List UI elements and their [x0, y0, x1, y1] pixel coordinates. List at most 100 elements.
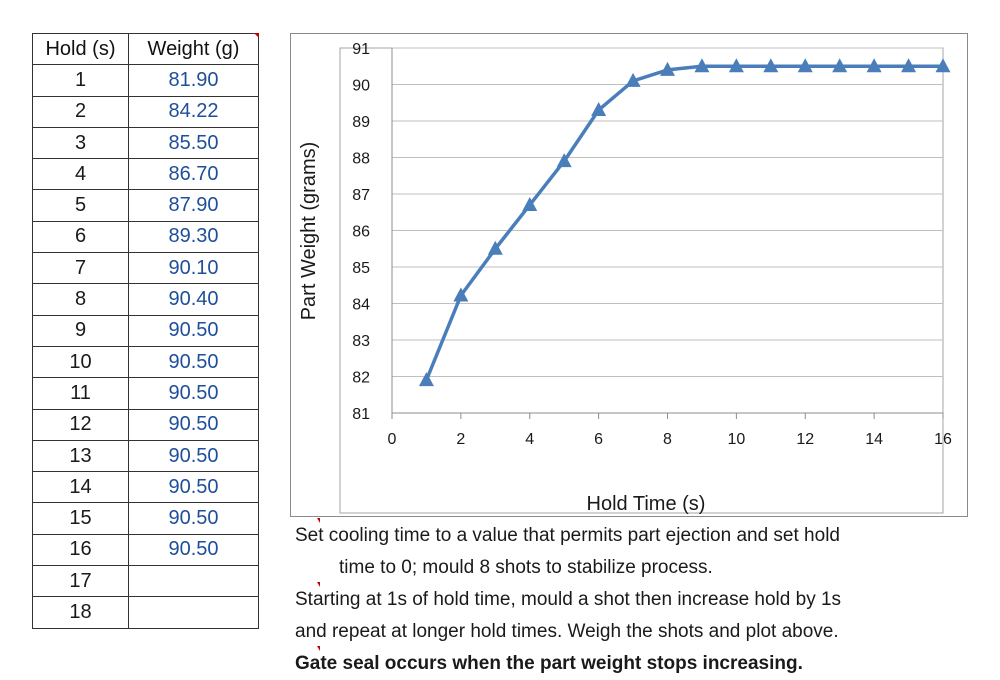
hold-cell: 11	[32, 377, 129, 410]
x-tick-label: 8	[663, 431, 672, 448]
x-tick-label: 4	[525, 431, 534, 448]
y-tick-label: 81	[352, 406, 370, 423]
hold-cell: 15	[32, 502, 129, 535]
weight-cell: 90.50	[128, 314, 259, 347]
weight-cell: 90.50	[128, 439, 259, 473]
x-tick-label: 16	[934, 431, 952, 448]
hold-cell: 18	[32, 596, 129, 629]
data-point-triangle	[832, 58, 848, 73]
x-tick-label: 6	[594, 431, 603, 448]
hold-column-header: Hold (s)	[32, 32, 129, 66]
data-point-triangle	[453, 287, 469, 302]
comment-marker-icon	[317, 518, 320, 523]
weight-cell: 90.50	[128, 533, 259, 567]
weight-vs-hold-chart: 81 82 83 84 85 86 87 88 89 90 91 0 2 4 6 8 10 12 14 16 Hold…	[298, 41, 952, 515]
y-tick-label: 90	[352, 78, 370, 95]
x-tick-label: 10	[727, 431, 745, 448]
note-text-1: Set cooling time to a value that permits…	[295, 525, 840, 546]
weight-cell	[128, 596, 259, 629]
plot-area	[339, 47, 944, 514]
y-tick-label: 83	[352, 333, 370, 350]
weight-cell: 81.90	[128, 64, 259, 97]
table-row: 12 90.50	[32, 408, 259, 441]
hold-cell: 6	[32, 220, 129, 254]
hold-cell: 14	[32, 471, 129, 504]
table-row: 7 90.10	[32, 252, 259, 285]
hold-cell: 7	[32, 252, 129, 285]
x-tick-label: 0	[388, 431, 397, 448]
y-tick-label: 88	[352, 151, 370, 168]
weight-column-header: Weight (g)	[128, 32, 259, 66]
weight-cell: 87.90	[128, 189, 259, 222]
note-line-3: Starting at 1s of hold time, mould a sho…	[295, 582, 995, 616]
table-row: 1 81.90	[32, 64, 259, 97]
hold-cell: 5	[32, 189, 129, 222]
table-row: 13 90.50	[32, 439, 259, 473]
table-row: 15 90.50	[32, 502, 259, 535]
data-point-triangle	[591, 102, 607, 117]
comment-marker-icon	[317, 582, 320, 587]
weight-cell: 89.30	[128, 220, 259, 254]
series-line	[424, 64, 943, 381]
note-line-1: Set cooling time to a value that permits…	[295, 518, 995, 552]
data-point-triangle	[418, 372, 434, 387]
weight-cell: 84.22	[128, 95, 259, 128]
note-text-4: and repeat at longer hold times. Weigh t…	[295, 621, 839, 642]
hold-cell: 13	[32, 439, 129, 473]
data-point-triangle	[625, 72, 641, 87]
data-point-triangle	[728, 58, 744, 73]
y-tick-label: 87	[352, 187, 370, 204]
data-point-triangle	[763, 58, 779, 73]
hold-cell: 17	[32, 565, 129, 598]
table-row: 18	[32, 596, 259, 629]
table-row: 4 86.70	[32, 158, 259, 191]
hold-cell: 10	[32, 345, 129, 379]
comment-marker-icon	[317, 646, 320, 651]
weight-cell: 90.10	[128, 252, 259, 285]
y-tick-label: 84	[352, 297, 370, 314]
chart-frame: 81 82 83 84 85 86 87 88 89 90 91 0 2 4 6 8 10 12 14 16 Hold…	[290, 33, 968, 517]
note-line-2: time to 0; mould 8 shots to stabilize pr…	[295, 552, 995, 584]
data-point-triangle	[901, 58, 917, 73]
instructions-notes: Set cooling time to a value that permits…	[295, 518, 995, 680]
table-header-row: Hold (s) Weight (g)	[32, 32, 259, 66]
y-axis-title: Part Weight (grams)	[298, 142, 320, 321]
note-line-5: Gate seal occurs when the part weight st…	[295, 646, 995, 680]
note-text-5: Gate seal occurs when the part weight st…	[295, 653, 803, 674]
table-row: 17	[32, 565, 259, 598]
comment-marker-icon	[254, 33, 259, 38]
hold-cell: 2	[32, 95, 129, 128]
weight-header-label: Weight (g)	[147, 37, 240, 60]
grid-lines	[392, 47, 943, 414]
hold-cell: 3	[32, 126, 129, 160]
data-point-triangle	[556, 153, 572, 168]
table-row: 10 90.50	[32, 345, 259, 379]
weight-cell: 90.50	[128, 345, 259, 379]
weight-cell: 90.40	[128, 283, 259, 316]
y-tick-label: 85	[352, 260, 370, 277]
hold-cell: 16	[32, 533, 129, 567]
data-point-triangle	[935, 58, 951, 73]
y-tick-label: 91	[352, 41, 370, 58]
table-row: 5 87.90	[32, 189, 259, 222]
table-row: 8 90.40	[32, 283, 259, 316]
x-tick-label: 12	[796, 431, 814, 448]
table-row: 6 89.30	[32, 220, 259, 254]
table-row: 3 85.50	[32, 126, 259, 160]
data-series	[418, 58, 951, 387]
y-tick-label: 89	[352, 114, 370, 131]
hold-cell: 4	[32, 158, 129, 191]
y-tick-label: 86	[352, 224, 370, 241]
weight-cell: 85.50	[128, 126, 259, 160]
weight-cell: 90.50	[128, 471, 259, 504]
data-point-triangle	[797, 58, 813, 73]
table-row: 11 90.50	[32, 377, 259, 410]
data-point-triangle	[694, 58, 710, 73]
data-point-triangle	[866, 58, 882, 73]
table-body: 1 81.90 2 84.22 3 85.50 4 86.70 5 87.90 6 89.30 7 90.…	[32, 64, 259, 629]
data-point-triangle	[487, 240, 503, 255]
table-row: 9 90.50	[32, 314, 259, 347]
table-row: 14 90.50	[32, 471, 259, 504]
note-text-2: time to 0; mould 8 shots to stabilize pr…	[339, 557, 713, 578]
weight-cell	[128, 565, 259, 598]
